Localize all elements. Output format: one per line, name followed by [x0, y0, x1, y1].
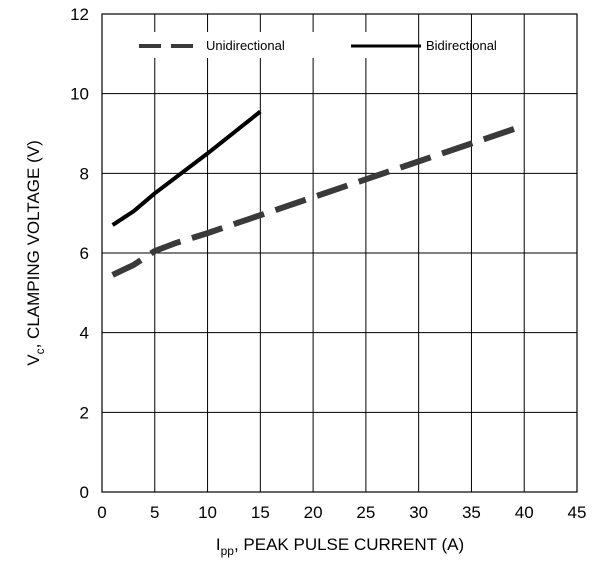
- x-tick-label: 45: [568, 503, 587, 522]
- series-line-bidirectional: [111, 110, 262, 227]
- plot-frame: [101, 13, 578, 493]
- x-tick-label: 30: [409, 503, 428, 522]
- x-tick-label: 35: [462, 503, 481, 522]
- x-tick-label: 20: [304, 503, 323, 522]
- x-axis-label-main: I: [216, 535, 221, 554]
- x-axis-label-sub: pp: [221, 544, 235, 558]
- x-tick-label: 0: [97, 503, 106, 522]
- y-tick-label: 6: [80, 244, 89, 263]
- legend-label-bidirectional: Bidirectional: [426, 38, 497, 53]
- y-axis-label: Vc, CLAMPING VOLTAGE (V): [24, 140, 47, 365]
- plot-series: [111, 110, 526, 278]
- x-tick-label: 15: [251, 503, 270, 522]
- y-tick-label: 12: [70, 5, 89, 24]
- y-axis-label-rest: , CLAMPING VOLTAGE (V): [24, 140, 43, 348]
- y-tick-label: 4: [80, 324, 89, 343]
- x-tick-label: 5: [150, 503, 159, 522]
- y-tick-label: 2: [80, 403, 89, 422]
- series-line-unidirectional: [111, 122, 526, 278]
- grid: [102, 14, 577, 492]
- x-tick-label: 40: [515, 503, 534, 522]
- x-tick-labels: 0 5 10 15 20 25 30 35 40 45: [97, 503, 586, 522]
- legend-label-unidirectional: Unidirectional: [206, 38, 285, 53]
- x-axis-label-rest: , PEAK PULSE CURRENT (A): [234, 535, 464, 554]
- x-tick-label: 25: [356, 503, 375, 522]
- y-tick-labels: 0 2 4 6 8 10 12: [70, 5, 89, 502]
- x-axis-label: Ipp, PEAK PULSE CURRENT (A): [216, 535, 464, 558]
- y-axis-label-main: V: [24, 354, 43, 366]
- y-tick-label: 8: [80, 164, 89, 183]
- y-tick-label: 10: [70, 85, 89, 104]
- legend: Unidirectional Bidirectional: [131, 32, 497, 58]
- y-axis-label-sub: c: [33, 348, 47, 354]
- y-tick-label: 0: [80, 483, 89, 502]
- x-tick-label: 10: [198, 503, 217, 522]
